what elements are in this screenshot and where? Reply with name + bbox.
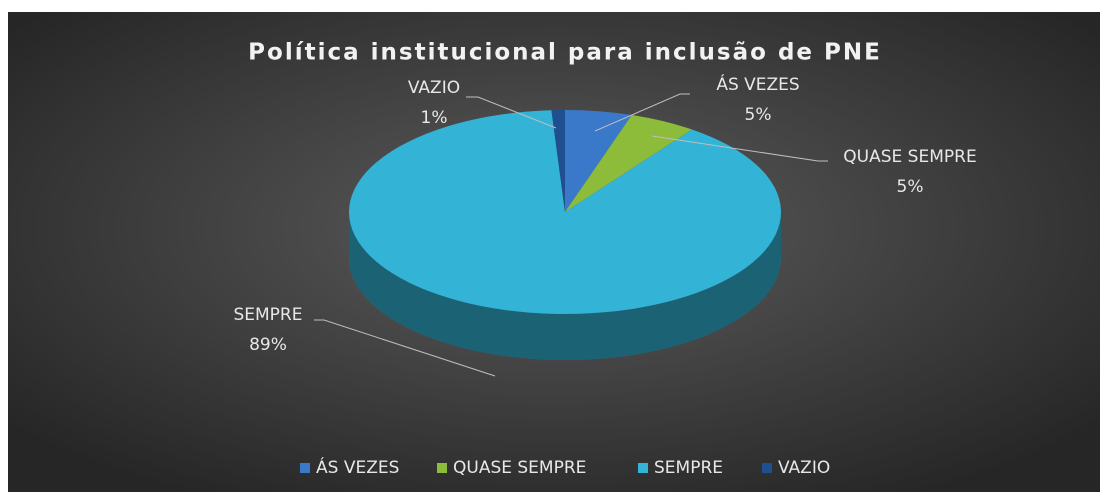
pie-slice (565, 114, 692, 212)
legend-marker (300, 463, 310, 473)
leader-line (466, 96, 557, 129)
data-label-value: 5% (897, 177, 924, 197)
pie-tops (348, 110, 781, 315)
legend-label: VAZIO (778, 458, 830, 478)
data-label-value: 89% (249, 335, 287, 355)
leader-line (651, 135, 828, 162)
legend-label: ÁS VEZES (316, 456, 399, 478)
data-label-name: ÁS VEZES (716, 73, 799, 95)
leader-line (314, 319, 496, 377)
legend: ÁS VEZES QUASE SEMPRE SEMPRE VAZIO (300, 456, 830, 478)
data-label-name: VAZIO (408, 78, 460, 98)
data-labels: ÁS VEZES 5% QUASE SEMPRE 5% SEMPRE 89% VAZIO 1% (233, 73, 977, 377)
pie-side (349, 212, 781, 360)
chart-title: Política institucional para inclusão de … (248, 40, 882, 66)
pie-sides (349, 212, 781, 360)
legend-label: SEMPRE (654, 458, 723, 478)
data-label-name: SEMPRE (233, 305, 302, 325)
pie-slice (565, 110, 632, 212)
legend-marker (762, 463, 772, 473)
pie-side-shade (349, 212, 781, 360)
legend-marker (437, 463, 447, 473)
data-label-value: 1% (421, 108, 448, 128)
pie-slice (551, 110, 565, 212)
data-label-value: 5% (745, 105, 772, 125)
legend-marker (638, 463, 648, 473)
pie-slice (348, 110, 781, 315)
legend-label: QUASE SEMPRE (453, 458, 586, 478)
data-label-name: QUASE SEMPRE (843, 147, 976, 167)
leader-line (594, 93, 690, 132)
